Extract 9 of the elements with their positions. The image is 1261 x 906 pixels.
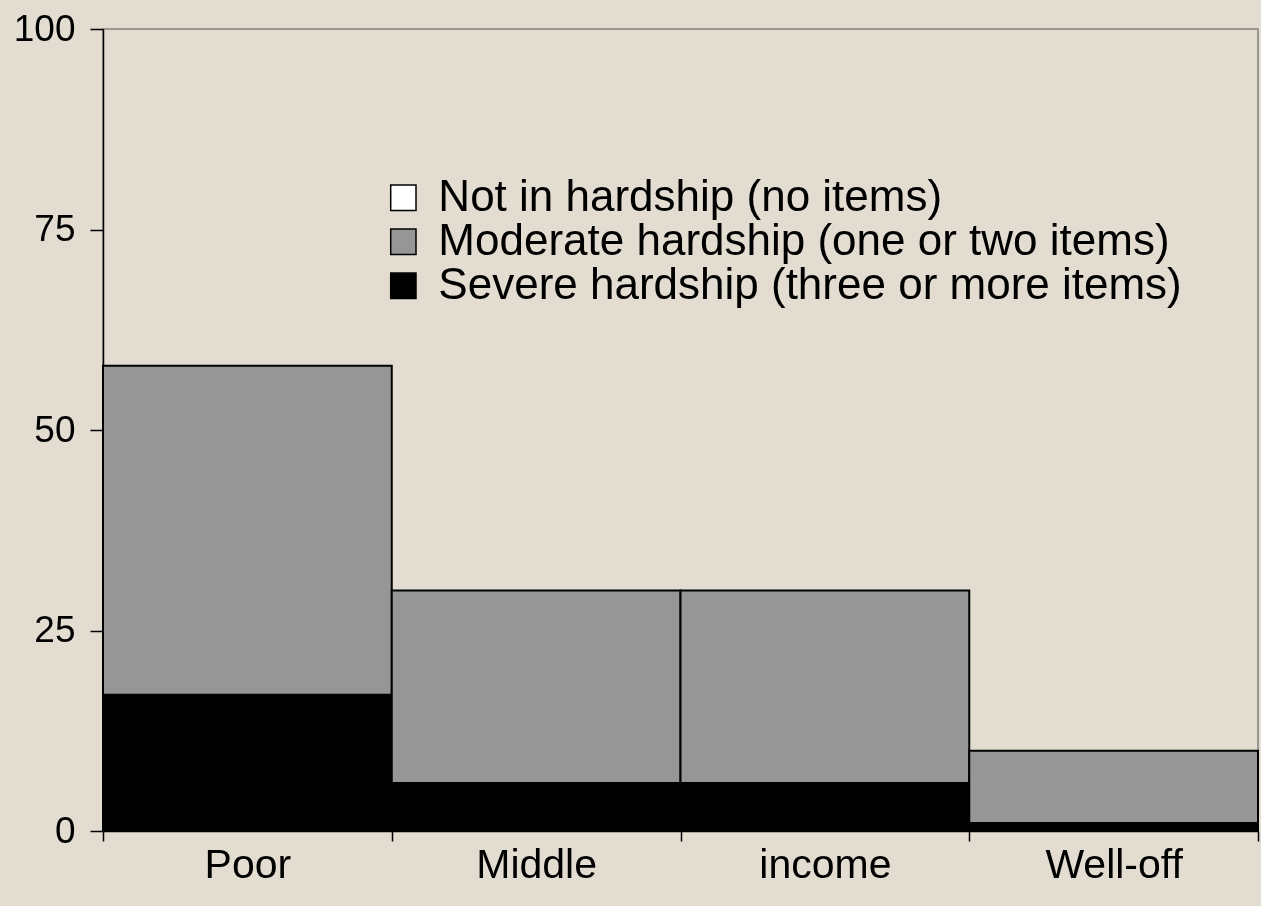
x-tick-label: income bbox=[759, 840, 892, 887]
x-tick-label: Well-off bbox=[1045, 840, 1184, 887]
y-tick-label: 100 bbox=[13, 7, 76, 49]
x-tick-label: Middle bbox=[476, 840, 598, 887]
y-tick-label: 75 bbox=[34, 208, 76, 249]
y-tick-label: 25 bbox=[34, 609, 76, 650]
y-tick-label: 0 bbox=[54, 809, 76, 851]
x-tick-label: Poor bbox=[204, 840, 292, 887]
y-tick-label: 50 bbox=[34, 408, 76, 450]
